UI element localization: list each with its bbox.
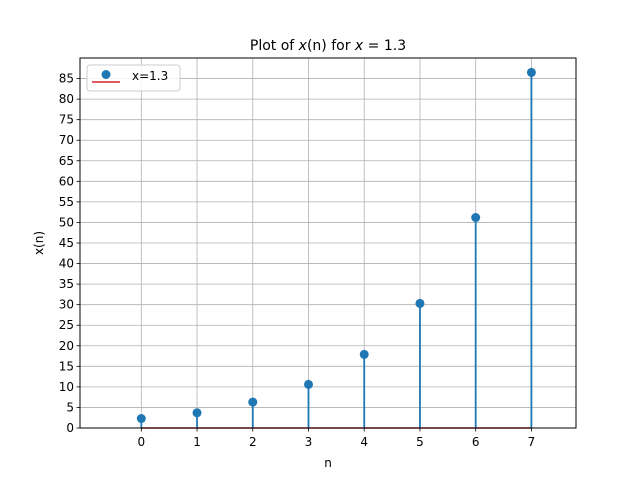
y-axis-ticks: 0 5 10 15 20 25 30 35 40 45 50 55 60 65 70 75 80 85 — [59, 72, 80, 435]
y-tick-label: 50 — [59, 215, 74, 229]
stem-marker — [248, 397, 258, 407]
legend-box — [86, 64, 181, 92]
stem-marker — [471, 213, 481, 223]
y-tick-label: 65 — [59, 154, 74, 168]
y-tick-label: 70 — [59, 133, 74, 147]
stem-marker — [136, 414, 146, 424]
y-tick-label: 45 — [59, 236, 74, 250]
x-tick-label: 2 — [249, 435, 257, 449]
y-tick-label: 25 — [59, 318, 74, 332]
x-tick-label: 4 — [360, 435, 368, 449]
y-tick-label: 80 — [59, 92, 74, 106]
stem-marker — [415, 298, 425, 308]
y-tick-label: 10 — [59, 380, 74, 394]
stem-marker — [192, 408, 202, 418]
y-tick-label: 85 — [59, 72, 74, 86]
y-tick-label: 60 — [59, 174, 74, 188]
x-axis-label: n — [324, 456, 332, 470]
chart-title: Plot of x(n) for x = 1.3 — [250, 38, 406, 54]
stem-marker — [359, 349, 369, 359]
x-tick-label: 1 — [193, 435, 201, 449]
x-tick-label: 5 — [416, 435, 424, 449]
x-tick-label: 0 — [137, 435, 145, 449]
stem-marker — [526, 67, 536, 77]
x-tick-label: 6 — [472, 435, 480, 449]
y-tick-label: 55 — [59, 195, 74, 209]
legend: x=1.3 — [86, 64, 181, 92]
x-axis-ticks: 0 1 2 3 4 5 6 7 — [137, 428, 535, 449]
y-tick-label: 30 — [59, 298, 74, 312]
stem-marker — [303, 379, 313, 389]
x-tick-label: 3 — [305, 435, 313, 449]
y-tick-label: 15 — [59, 359, 74, 373]
y-axis-label: x(n) — [32, 231, 46, 255]
y-tick-label: 75 — [59, 113, 74, 127]
x-tick-label: 7 — [528, 435, 536, 449]
stem-series — [136, 67, 536, 428]
legend-marker-swatch — [101, 70, 111, 79]
y-tick-label: 40 — [59, 257, 74, 271]
legend-entry-label: x=1.3 — [132, 69, 168, 83]
y-tick-label: 5 — [66, 400, 74, 414]
y-tick-label: 35 — [59, 277, 74, 291]
y-tick-label: 0 — [66, 421, 74, 435]
grid-lines — [80, 58, 576, 429]
y-tick-label: 20 — [59, 339, 74, 353]
